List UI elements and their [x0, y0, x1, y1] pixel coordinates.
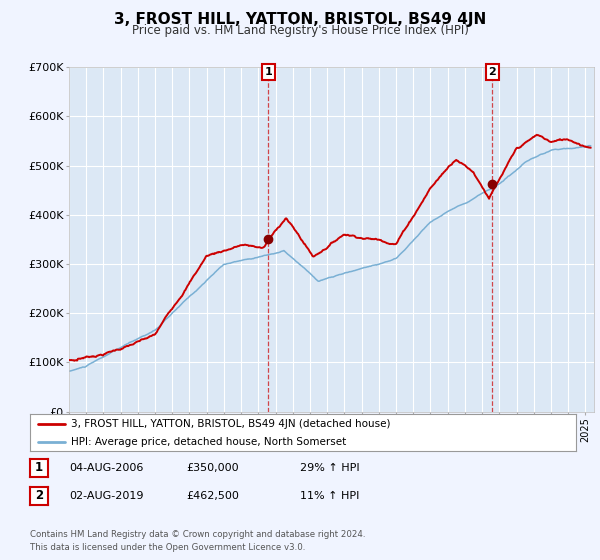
Text: 1: 1 — [265, 67, 272, 77]
Text: HPI: Average price, detached house, North Somerset: HPI: Average price, detached house, Nort… — [71, 437, 346, 447]
Text: £462,500: £462,500 — [186, 491, 239, 501]
Text: £350,000: £350,000 — [186, 463, 239, 473]
Text: 1: 1 — [35, 461, 43, 474]
Text: 2: 2 — [35, 489, 43, 502]
Text: 3, FROST HILL, YATTON, BRISTOL, BS49 4JN (detached house): 3, FROST HILL, YATTON, BRISTOL, BS49 4JN… — [71, 419, 391, 429]
Text: This data is licensed under the Open Government Licence v3.0.: This data is licensed under the Open Gov… — [30, 543, 305, 552]
Text: 2: 2 — [488, 67, 496, 77]
Text: 04-AUG-2006: 04-AUG-2006 — [69, 463, 143, 473]
Text: 29% ↑ HPI: 29% ↑ HPI — [300, 463, 359, 473]
Text: Price paid vs. HM Land Registry's House Price Index (HPI): Price paid vs. HM Land Registry's House … — [131, 24, 469, 37]
Text: 11% ↑ HPI: 11% ↑ HPI — [300, 491, 359, 501]
Text: 3, FROST HILL, YATTON, BRISTOL, BS49 4JN: 3, FROST HILL, YATTON, BRISTOL, BS49 4JN — [114, 12, 486, 27]
Text: 02-AUG-2019: 02-AUG-2019 — [69, 491, 143, 501]
Text: Contains HM Land Registry data © Crown copyright and database right 2024.: Contains HM Land Registry data © Crown c… — [30, 530, 365, 539]
